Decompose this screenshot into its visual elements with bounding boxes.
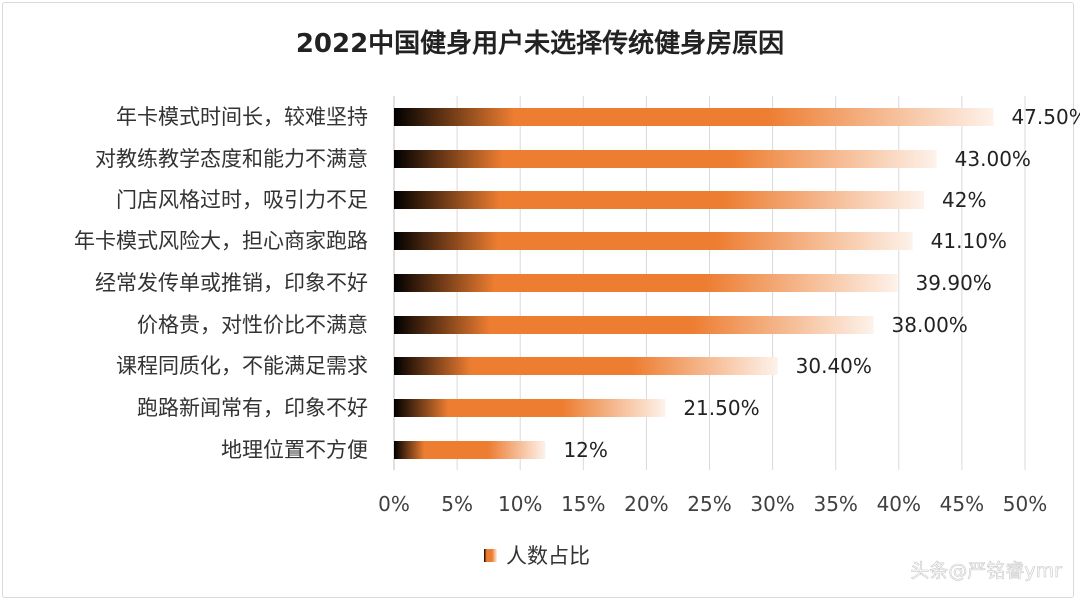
bar [394, 357, 778, 375]
bar [394, 399, 666, 417]
data-label: 38.00% [892, 313, 968, 337]
data-label: 47.50% [1011, 105, 1080, 129]
legend: 人数占比 [484, 544, 590, 568]
data-label: 41.10% [931, 229, 1007, 253]
bars [394, 108, 994, 459]
data-label: 43.00% [955, 147, 1031, 171]
category-label: 对教练教学态度和能力不满意 [95, 147, 368, 171]
category-label: 年卡模式时间长，较难坚持 [116, 105, 368, 129]
x-tick-label: 45% [940, 492, 984, 516]
bar [394, 274, 898, 292]
category-label: 课程同质化，不能满足需求 [116, 354, 368, 378]
x-tick-label: 50% [1003, 492, 1047, 516]
bar [394, 150, 937, 168]
x-tick-label: 15% [561, 492, 605, 516]
category-label: 跑路新闻常有，印象不好 [137, 396, 368, 420]
data-label: 21.50% [683, 396, 759, 420]
category-label: 价格贵，对性价比不满意 [137, 313, 368, 337]
data-label: 12% [563, 438, 607, 462]
category-label: 门店风格过时，吸引力不足 [116, 188, 368, 212]
bar [394, 232, 913, 250]
bar [394, 316, 874, 334]
x-tick-label: 5% [441, 492, 473, 516]
data-label: 42% [942, 188, 986, 212]
data-labels: 47.50% 43.00% 42% 41.10% 39.90% 38.00% 30.40% 2… [563, 105, 1080, 462]
x-tick-label: 10% [498, 492, 542, 516]
x-tick-label: 40% [877, 492, 921, 516]
category-labels: 年卡模式时间长，较难坚持对教练教学态度和能力不满意门店风格过时，吸引力不足年卡模… [74, 105, 368, 462]
data-label: 39.90% [916, 271, 992, 295]
x-tick-label: 25% [687, 492, 731, 516]
chart-title: 2022中国健身用户未选择传统健身房原因 [296, 28, 784, 59]
x-tick-label: 30% [750, 492, 794, 516]
x-tick-label: 35% [813, 492, 857, 516]
bar [394, 108, 994, 126]
x-tick-label: 20% [624, 492, 668, 516]
x-axis-ticks: 0% 5% 10% 15% 20% 25% 30% 35% 40% 45% 50% [378, 492, 1047, 516]
category-label: 年卡模式风险大，担心商家跑路 [74, 229, 368, 253]
bar [394, 191, 925, 209]
category-label: 经常发传单或推销，印象不好 [95, 271, 368, 295]
x-tick-label: 0% [378, 492, 410, 516]
watermark: 头条@严铭睿ymr [910, 560, 1062, 582]
bar [394, 441, 546, 459]
legend-swatch [484, 549, 497, 562]
category-label: 地理位置不方便 [221, 438, 368, 462]
legend-label: 人数占比 [506, 544, 590, 568]
data-label: 30.40% [796, 354, 872, 378]
